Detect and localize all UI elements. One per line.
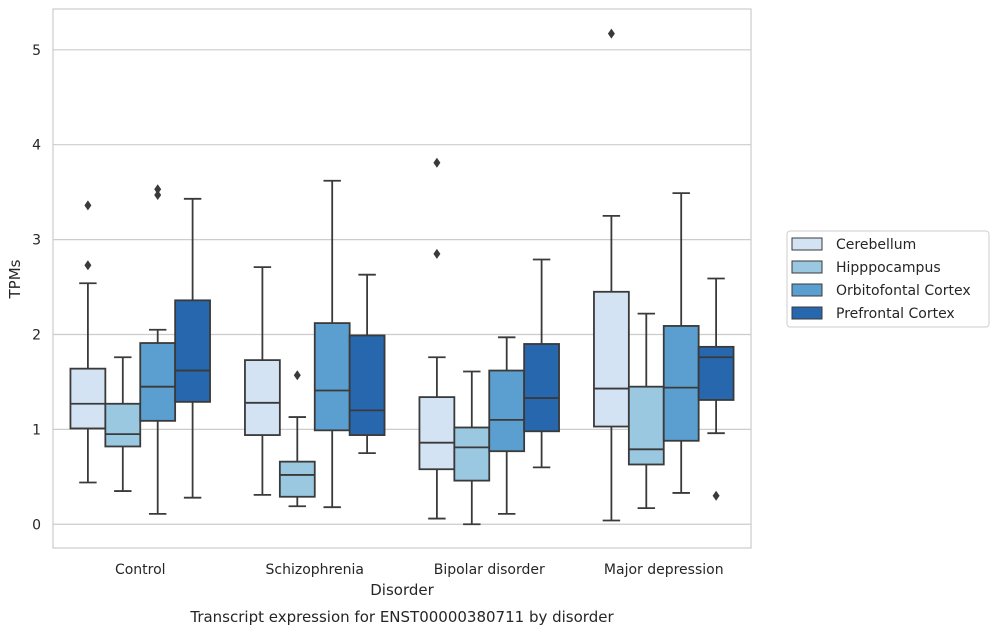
- box-body: [593, 290, 630, 428]
- box-hipppocampus: [453, 370, 491, 526]
- legend-label: Orbitofontal Cortex: [836, 283, 971, 299]
- outlier-marker: [154, 184, 162, 195]
- x-axis-title: Disorder: [370, 581, 434, 599]
- box-body: [174, 299, 211, 403]
- box-body: [697, 345, 735, 401]
- box-orbitofontal-cortex: [662, 192, 700, 494]
- box-hipppocampus: [104, 356, 142, 492]
- box-body: [69, 367, 107, 430]
- box-prefrontal-cortex: [523, 258, 560, 469]
- box-prefrontal-cortex: [174, 197, 211, 499]
- box-prefrontal-cortex: [348, 273, 386, 455]
- box-body: [627, 385, 665, 466]
- outlier-marker: [84, 200, 92, 211]
- box-cerebellum: [418, 157, 456, 520]
- box-body: [488, 369, 526, 453]
- box-body: [244, 359, 281, 436]
- outlier-marker: [293, 370, 301, 381]
- y-axis-ticks: 0 1 2 3 4 5: [32, 43, 41, 533]
- box-cerebellum: [593, 28, 630, 522]
- outlier-marker: [84, 260, 92, 271]
- legend: Cerebellum Hipppocampus Orbitofontal Corte…: [786, 230, 990, 328]
- y-axis-title: TPMs: [6, 259, 24, 299]
- x-tick-label: Major depression: [604, 562, 724, 578]
- x-tick-label: Schizophrenia: [266, 562, 364, 578]
- y-tick-label: 3: [32, 233, 41, 249]
- box-body: [278, 460, 316, 498]
- outlier-marker: [607, 28, 615, 39]
- legend-label: Hipppocampus: [836, 260, 941, 276]
- box-body: [418, 396, 456, 471]
- legend-swatch: [791, 237, 823, 251]
- chart-title: Transcript expression for ENST0000038071…: [189, 608, 614, 626]
- boxes: [69, 28, 735, 526]
- x-axis-ticks: Control Schizophrenia Bipolar disorder Majo…: [115, 562, 724, 578]
- box-body: [313, 322, 351, 432]
- box-cerebellum: [244, 266, 281, 496]
- legend-swatch: [791, 306, 823, 320]
- x-tick-label: Control: [115, 562, 166, 578]
- y-tick-label: 0: [32, 517, 41, 533]
- box-body: [104, 402, 142, 448]
- box-prefrontal-cortex: [697, 277, 735, 501]
- x-tick-label: Bipolar disorder: [434, 562, 545, 578]
- box-hipppocampus: [278, 370, 316, 508]
- legend-swatch: [791, 283, 823, 297]
- box-orbitofontal-cortex: [139, 184, 177, 515]
- legend-frame: [786, 230, 990, 328]
- box-body: [453, 426, 491, 482]
- outlier-marker: [154, 189, 162, 200]
- box-body: [348, 334, 386, 436]
- box-body: [662, 325, 700, 442]
- legend-label: Prefrontal Cortex: [836, 306, 955, 322]
- outlier-marker: [712, 490, 720, 501]
- outlier-marker: [433, 157, 441, 168]
- plot-area-frame: [52, 8, 752, 549]
- y-tick-label: 2: [32, 327, 41, 343]
- y-tick-label: 5: [32, 43, 41, 59]
- outlier-marker: [433, 248, 441, 259]
- box-body: [139, 342, 177, 422]
- y-tick-label: 1: [32, 422, 41, 438]
- y-tick-label: 4: [32, 138, 41, 154]
- box-cerebellum: [69, 200, 107, 484]
- legend-label: Cerebellum: [836, 237, 916, 253]
- box-body: [523, 343, 560, 433]
- box-hipppocampus: [627, 312, 665, 510]
- legend-swatch: [791, 260, 823, 274]
- box-orbitofontal-cortex: [488, 336, 526, 515]
- box-orbitofontal-cortex: [313, 179, 351, 509]
- grid-lines: [53, 49, 751, 525]
